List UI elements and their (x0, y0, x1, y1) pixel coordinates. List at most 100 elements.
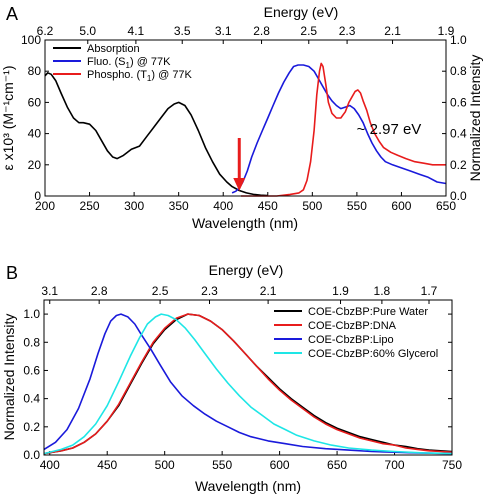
legend-entry-text: COE-CbzBP:Lipo (308, 334, 394, 346)
legend-entry-text: COE-CbzBP:60% Glycerol (308, 348, 438, 360)
panel-a-top-axis-label: Energy (eV) (264, 4, 339, 20)
top-tick-label: 1.9 (332, 284, 349, 298)
y2-tick-label: 0.0 (450, 189, 467, 203)
y-tick-label: 100 (21, 33, 41, 47)
panel-a-plot-frame (44, 39, 447, 197)
annotation-arrow-head (233, 178, 246, 191)
y-tick-label: 40 (28, 127, 42, 141)
x-tick-label: 250 (80, 199, 100, 213)
x-tick-label: 300 (124, 199, 144, 213)
top-tick-label: 1.7 (421, 284, 438, 298)
panel-b-x-label: Wavelength (nm) (195, 478, 301, 494)
y-tick-label: 80 (28, 64, 42, 78)
top-tick-label: 2.1 (260, 284, 277, 298)
panel-a-x-label: Wavelength (nm) (192, 215, 298, 231)
y-tick-label: 0.8 (23, 335, 40, 349)
series-line-0 (44, 72, 268, 197)
x-tick-label: 500 (302, 199, 322, 213)
legend-entry: COE-CbzBP:DNA (308, 320, 397, 332)
panel-a-series (44, 62, 447, 197)
top-tick-label: 2.3 (339, 24, 356, 38)
legend-entry-subscript: 1 (126, 61, 131, 70)
panel-b-top-axis-label: Energy (eV) (209, 262, 284, 278)
x-tick-label: 550 (212, 458, 232, 472)
legend-entry-text: COE-CbzBP:Pure Water (308, 306, 428, 318)
x-tick-label: 750 (442, 458, 462, 472)
y-tick-label: 20 (28, 158, 42, 172)
legend-entry-text: Phospho. (T (87, 69, 147, 81)
x-tick-label: 500 (155, 458, 175, 472)
x-tick-label: 450 (97, 458, 117, 472)
x-tick-label: 600 (270, 458, 290, 472)
y2-tick-label: 0.8 (450, 64, 467, 78)
legend-entry: COE-CbzBP:Lipo (308, 334, 394, 346)
top-tick-label: 2.5 (300, 24, 317, 38)
y2-tick-label: 0.4 (450, 127, 467, 141)
panel-b-chart: B Energy (eV) 400 450 500 550 600 650 700 750 3.… (1, 262, 462, 494)
panel-a-annotation-arrow (233, 138, 246, 191)
x-tick-label: 650 (436, 199, 456, 213)
y2-tick-label: 0.2 (450, 158, 467, 172)
top-tick-label: 5.0 (79, 24, 96, 38)
series-line-3 (43, 313, 453, 455)
y-tick-label: 60 (28, 95, 42, 109)
panel-b-plot-frame (43, 299, 453, 456)
top-tick-label: 1.9 (438, 24, 455, 38)
panel-b-label: B (6, 263, 18, 283)
panel-a-y2-label: Normalized Intensity (467, 55, 483, 182)
y2-tick-label: 0.6 (450, 95, 467, 109)
top-tick-label: 3.1 (41, 284, 58, 298)
x-tick-label: 400 (40, 458, 60, 472)
series-line-1 (43, 313, 453, 455)
top-tick-label: 2.1 (384, 24, 401, 38)
legend-entry: COE-CbzBP:60% Glycerol (308, 348, 438, 360)
top-tick-label: 2.3 (201, 284, 218, 298)
x-tick-label: 700 (385, 458, 405, 472)
panel-a-label: A (6, 4, 18, 24)
top-tick-label: 6.2 (37, 24, 54, 38)
y-tick-label: 1.0 (23, 307, 40, 321)
top-tick-label: 2.5 (152, 284, 169, 298)
panel-b-axes: 400 450 500 550 600 650 700 750 3.1 2.8 2.5 2.3 2.1 1… (23, 284, 462, 472)
top-tick-label: 2.8 (253, 24, 270, 38)
y-tick-label: 0.2 (23, 420, 40, 434)
y-tick-label: 0.6 (23, 363, 40, 377)
panel-a-y-label: ε x10³ (M⁻¹cm⁻¹) (0, 65, 16, 170)
legend-entry: Fluo. (S1) @ 77K (87, 56, 171, 70)
y2-tick-label: 1.0 (450, 33, 467, 47)
x-tick-label: 350 (169, 199, 189, 213)
legend-entry-text: COE-CbzBP:DNA (308, 320, 397, 332)
legend-entry-text: Absorption (87, 43, 140, 55)
legend-entry-tail: ) @ 77K (130, 56, 171, 68)
series-line-2 (43, 313, 453, 455)
y-tick-label: 0 (34, 189, 41, 203)
legend-entry-text: Fluo. (S (87, 56, 126, 68)
top-tick-label: 3.1 (215, 24, 232, 38)
x-tick-label: 200 (35, 199, 55, 213)
x-tick-label: 400 (213, 199, 233, 213)
top-tick-label: 4.1 (128, 24, 145, 38)
panel-b-y-label: Normalized Intensity (1, 314, 17, 441)
x-tick-label: 600 (391, 199, 411, 213)
panel-b-legend: COE-CbzBP:Pure Water COE-CbzBP:DNA COE-Cbz… (274, 306, 438, 360)
legend-entry: Phospho. (T1) @ 77K (87, 69, 193, 83)
top-tick-label: 3.5 (174, 24, 191, 38)
panel-a-annotation: ~ 2.97 eV (357, 121, 422, 138)
y-tick-label: 0.0 (23, 448, 40, 462)
legend-entry-subscript: 1 (147, 74, 152, 83)
y-tick-label: 0.4 (23, 392, 40, 406)
x-tick-label: 550 (347, 199, 367, 213)
panel-b-series (43, 313, 453, 455)
legend-entry-tail: ) @ 77K (151, 69, 192, 81)
top-tick-label: 1.8 (374, 284, 391, 298)
x-tick-label: 450 (258, 199, 278, 213)
legend-entry: Absorption (87, 43, 140, 55)
top-tick-label: 2.8 (91, 284, 108, 298)
x-tick-label: 650 (327, 458, 347, 472)
series-line-2 (241, 62, 446, 197)
panel-a-chart: A Energy (eV) 200 250 300 350 400 450 500 550 60… (0, 4, 483, 231)
legend-entry: COE-CbzBP:Pure Water (308, 306, 428, 318)
